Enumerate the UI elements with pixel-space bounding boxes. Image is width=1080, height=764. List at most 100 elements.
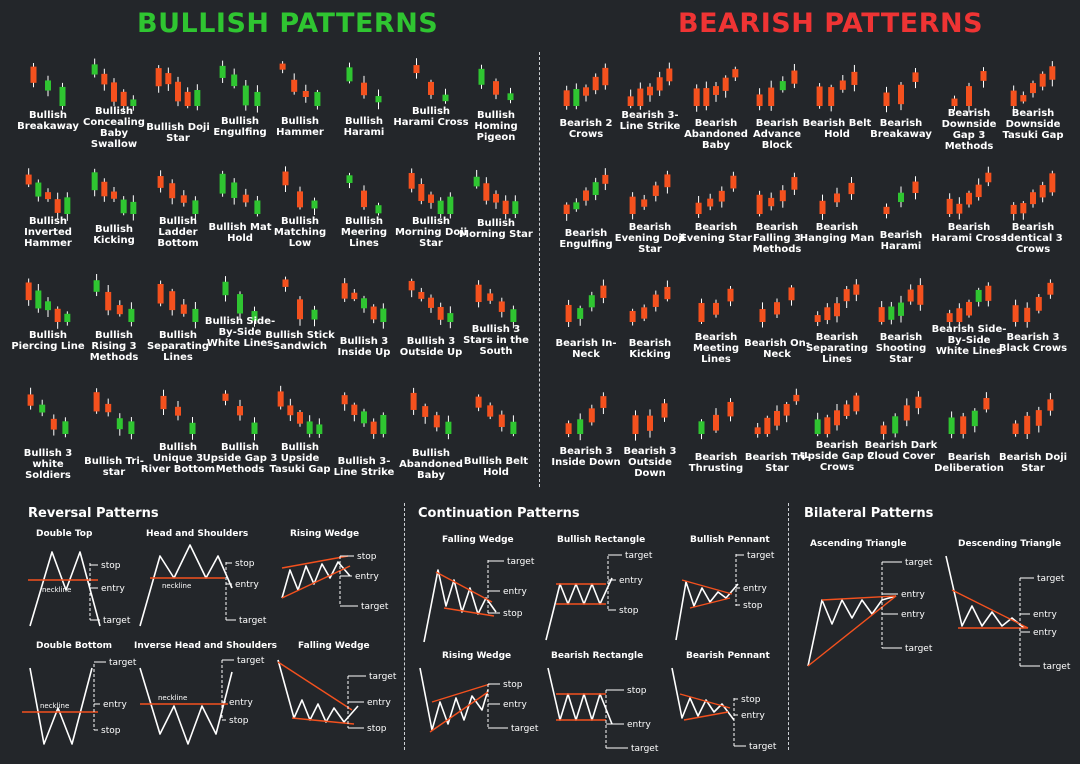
bearish-candle xyxy=(157,283,164,304)
pattern-label: Bullish Homing Pigeon xyxy=(474,110,518,143)
bullish-candle xyxy=(91,64,98,75)
neckline-label: neckline xyxy=(162,582,191,590)
bearish-candle xyxy=(592,76,599,91)
bullish-candle xyxy=(892,416,899,434)
bearish-candle xyxy=(788,287,795,301)
target-label: target xyxy=(511,724,539,734)
bearish-candle xyxy=(565,423,572,434)
bearish-candle xyxy=(242,194,249,203)
double-top-title: Double Top xyxy=(36,529,93,539)
pattern-cell: Bullish Morning Doji Star xyxy=(395,160,467,272)
bearish-candle xyxy=(483,183,490,201)
bearish-candle xyxy=(180,304,187,314)
pattern-label: Bullish Stick Sandwich xyxy=(265,330,335,352)
pattern-cell: Bullish Unique 3 River Bottom xyxy=(141,380,215,492)
pattern-label: Bullish Tri-star xyxy=(84,456,144,478)
bearish-candle xyxy=(1024,415,1031,434)
pattern-label: Bearish 2 Crows xyxy=(559,118,613,140)
pattern-label: Bearish Identical 3 Crows xyxy=(1003,222,1063,255)
pattern-cell: Bullish Kicking xyxy=(82,160,146,272)
candlestick-icon xyxy=(346,62,382,110)
bullish-candle xyxy=(231,182,238,198)
candlestick-icon xyxy=(93,274,135,327)
bullish-candle xyxy=(445,421,452,434)
bullish-candle xyxy=(194,90,201,106)
candlestick-icon xyxy=(473,169,519,220)
reversal-title: Reversal Patterns xyxy=(28,506,159,521)
pattern-label: Bullish Breakaway xyxy=(17,110,79,132)
bearish-candle xyxy=(282,171,289,186)
pattern-cell: Bullish Piercing Line xyxy=(11,268,85,380)
bullish-candle xyxy=(45,80,51,91)
bearish-candle xyxy=(1030,83,1036,94)
bullish-candle xyxy=(251,422,258,434)
pattern-cell: Bearish Meeting Lines xyxy=(684,268,748,380)
rev-falling-wedge-title: Falling Wedge xyxy=(298,641,370,651)
bearish-candle xyxy=(880,425,887,434)
pattern-cell: Bearish Downside Tasuki Gap xyxy=(1001,52,1065,164)
entry-label: entry xyxy=(229,698,253,708)
bearish-candle xyxy=(1010,90,1017,106)
pattern-label: Bullish Rising 3 Methods xyxy=(89,330,139,363)
bullish-candle xyxy=(237,294,243,314)
candlestick-icon xyxy=(883,67,919,113)
bearish-candle xyxy=(883,92,890,106)
bullish-pennant-title: Bullish Pennant xyxy=(690,535,770,545)
bearish-pennant-title: Bearish Pennant xyxy=(686,651,770,661)
bullish-candle xyxy=(814,419,821,434)
descending-triangle-title: Descending Triangle xyxy=(958,539,1062,549)
bullish-candle xyxy=(975,289,982,302)
bullish-candle xyxy=(698,421,705,434)
pattern-cell: Bullish Stick Sandwich xyxy=(265,268,335,380)
candlestick-icon xyxy=(754,388,800,438)
pattern-cell: Bullish Doji Star xyxy=(146,52,210,164)
bearish-candle xyxy=(727,288,734,302)
pattern-cell: Bullish 3 Outside Up xyxy=(399,268,463,380)
bearish-candle xyxy=(966,86,972,106)
ascending-triangle-title: Ascending Triangle xyxy=(810,539,907,549)
candlestick-icon xyxy=(277,385,323,438)
bearish-candle xyxy=(1012,423,1019,434)
candlestick-icon xyxy=(27,387,69,438)
bullish-candle xyxy=(59,86,66,106)
pattern-label: Bullish Unique 3 River Bottom xyxy=(140,442,216,475)
neckline-label: neckline xyxy=(42,586,71,594)
bullish-candle xyxy=(62,421,69,434)
wedge-upper xyxy=(431,683,491,703)
pattern-label: Bullish Mat Hold xyxy=(208,222,272,244)
bearish-candle xyxy=(428,194,434,203)
candlestick-icon xyxy=(93,388,135,440)
candlestick-icon xyxy=(816,64,858,112)
bullish-rectangle-title: Bullish Rectangle xyxy=(557,535,646,545)
entry-label: entry xyxy=(503,587,527,597)
candlestick-icon xyxy=(222,390,258,441)
candlestick-icon xyxy=(279,61,321,110)
bearish-candle xyxy=(779,190,786,202)
bearish-candle xyxy=(361,82,367,96)
bearish-candle xyxy=(165,73,172,85)
pattern-cell: Bullish Meering Lines xyxy=(332,160,396,272)
bearish-candle xyxy=(713,414,719,431)
candlestick-icon xyxy=(157,280,199,329)
target-label: target xyxy=(905,644,933,654)
stop-label: stop xyxy=(235,559,255,569)
target-label: target xyxy=(1043,662,1071,672)
double-bottom-price xyxy=(29,667,93,745)
pattern-cell: Bullish Matching Low xyxy=(268,160,332,272)
bearish-candle xyxy=(966,301,972,316)
candlestick-icon xyxy=(565,392,607,441)
candlestick-icon xyxy=(632,399,668,441)
bearish-candle xyxy=(960,416,967,434)
continuation-title: Continuation Patterns xyxy=(418,506,580,521)
bearish-candle xyxy=(341,395,348,405)
bearish-candle xyxy=(277,391,284,407)
pattern-label: Bullish Upside Gap 3 Methods xyxy=(202,442,278,475)
pattern-label: Bullish Abandoned Baby xyxy=(399,448,463,481)
bullish-candle xyxy=(478,68,485,85)
pattern-cell: Bullish Hammer xyxy=(268,52,332,164)
stop-label: stop xyxy=(503,609,523,619)
bearish-candle xyxy=(157,176,164,188)
bullish-candle xyxy=(507,93,514,101)
bullish-candle xyxy=(898,192,904,203)
pattern-label: Bearish Evening Doji Star xyxy=(614,222,686,255)
